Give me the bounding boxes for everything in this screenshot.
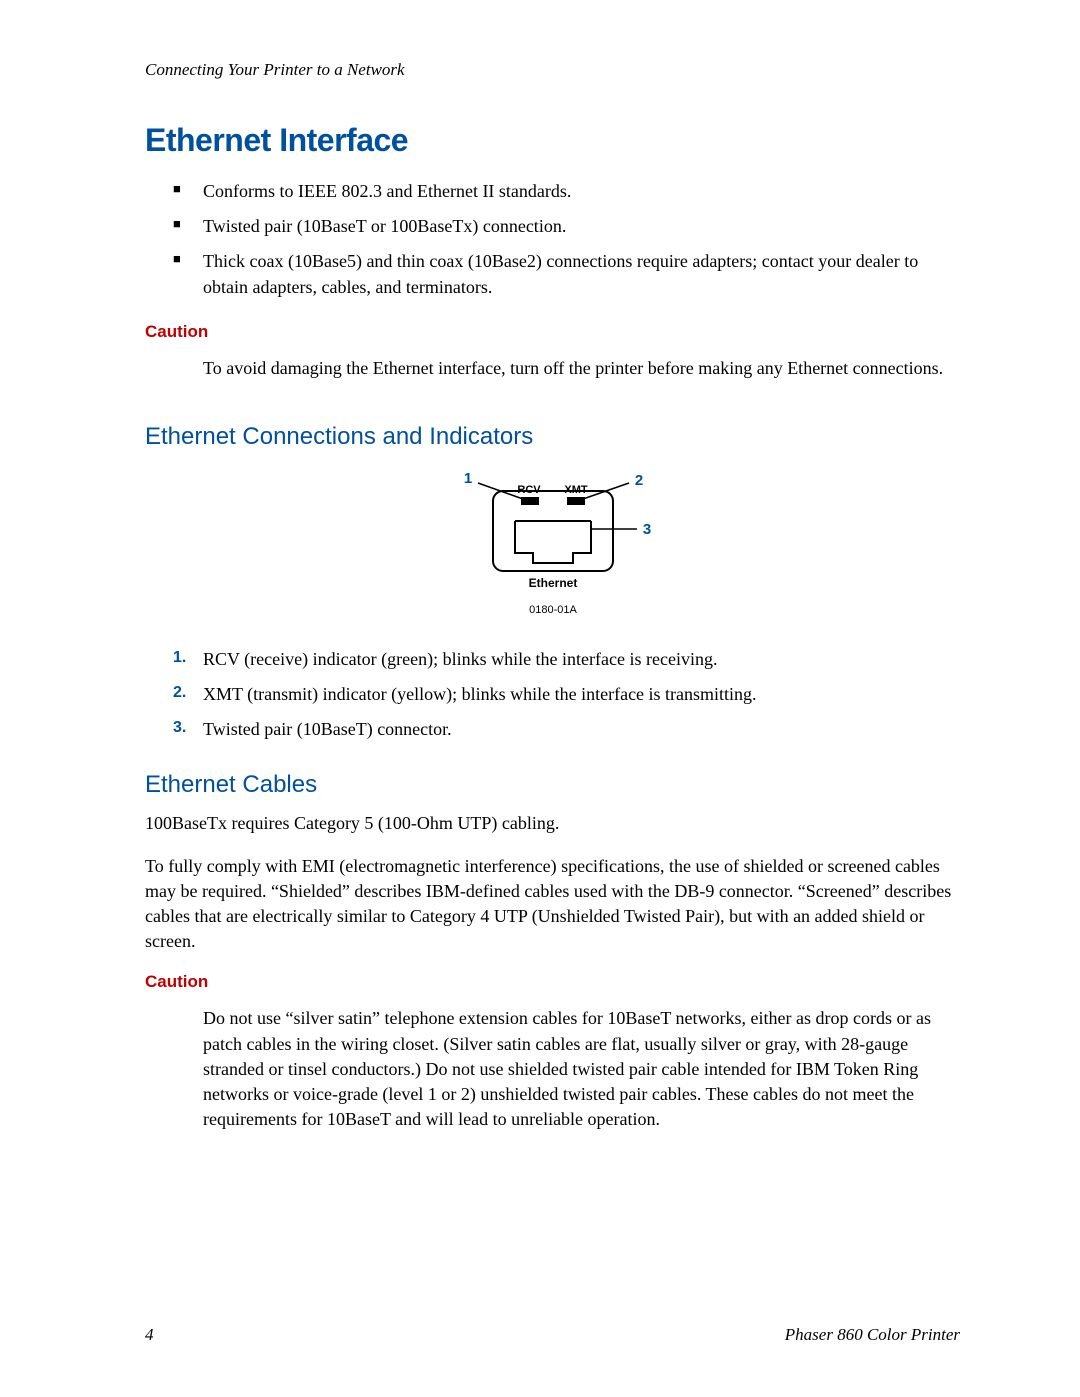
ethernet-diagram: RCV XMT Ethernet 0180-01A 1 2 3 [145, 463, 960, 623]
caution-body: To avoid damaging the Ethernet interface… [203, 356, 960, 381]
numbered-item: 2. XMT (transmit) indicator (yellow); bli… [173, 682, 960, 707]
numbered-item: 1. RCV (receive) indicator (green); blink… [173, 647, 960, 672]
item-text: XMT (transmit) indicator (yellow); blink… [203, 684, 757, 704]
body-paragraph: To fully comply with EMI (electromagneti… [145, 854, 960, 955]
callout-3: 3 [642, 521, 650, 538]
body-paragraph: 100BaseTx requires Category 5 (100-Ohm U… [145, 811, 960, 836]
section-heading: Ethernet Cables [145, 771, 960, 799]
bullet-item: Twisted pair (10BaseT or 100BaseTx) conn… [173, 214, 960, 239]
item-number: 1. [173, 647, 186, 669]
numbered-item: 3. Twisted pair (10BaseT) connector. [173, 717, 960, 742]
page-footer: 4 Phaser 860 Color Printer [145, 1325, 960, 1345]
port-label: Ethernet [528, 576, 577, 590]
fig-code: 0180-01A [529, 604, 577, 616]
caution-label: Caution [145, 972, 960, 992]
rcv-label: RCV [517, 484, 541, 496]
caution-label: Caution [145, 322, 960, 342]
callout-2: 2 [634, 472, 642, 489]
page-number: 4 [145, 1325, 154, 1345]
caution-body: Do not use “silver satin” telephone exte… [203, 1006, 960, 1132]
bullet-item: Thick coax (10Base5) and thin coax (10Ba… [173, 249, 960, 299]
numbered-list: 1. RCV (receive) indicator (green); blink… [173, 647, 960, 743]
item-text: RCV (receive) indicator (green); blinks … [203, 649, 717, 669]
item-number: 3. [173, 717, 186, 739]
xmt-label: XMT [564, 484, 588, 496]
product-name: Phaser 860 Color Printer [785, 1325, 960, 1345]
callout-1: 1 [463, 470, 471, 487]
section-heading: Ethernet Connections and Indicators [145, 423, 960, 451]
bullet-item: Conforms to IEEE 802.3 and Ethernet II s… [173, 179, 960, 204]
page-title: Ethernet Interface [145, 122, 960, 159]
item-number: 2. [173, 682, 186, 704]
running-header: Connecting Your Printer to a Network [145, 60, 960, 80]
page: Connecting Your Printer to a Network Eth… [0, 0, 1080, 1224]
bullet-list: Conforms to IEEE 802.3 and Ethernet II s… [173, 179, 960, 300]
item-text: Twisted pair (10BaseT) connector. [203, 719, 452, 739]
